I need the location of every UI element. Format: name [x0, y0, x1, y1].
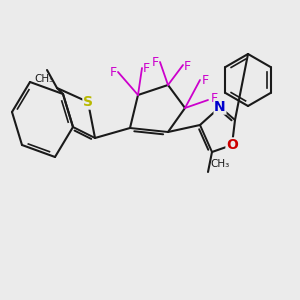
Text: F: F — [210, 92, 218, 104]
Text: F: F — [110, 67, 117, 80]
Text: CH₃: CH₃ — [34, 74, 54, 84]
Text: F: F — [183, 59, 190, 73]
Text: F: F — [142, 62, 150, 76]
Text: N: N — [214, 100, 226, 114]
Text: S: S — [83, 95, 93, 109]
Text: F: F — [152, 56, 159, 70]
Text: CH₃: CH₃ — [210, 159, 229, 169]
Text: F: F — [201, 74, 208, 88]
Text: O: O — [226, 138, 238, 152]
